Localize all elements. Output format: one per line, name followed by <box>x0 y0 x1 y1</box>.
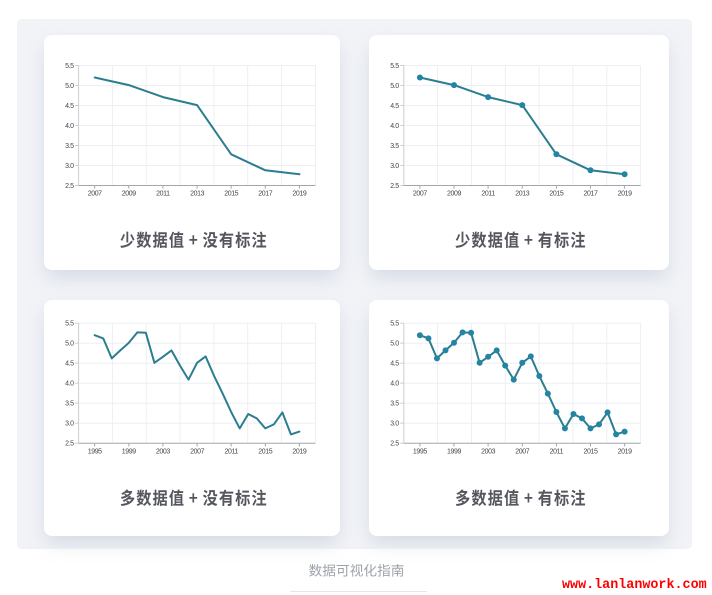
svg-text:1999: 1999 <box>122 448 136 455</box>
svg-text:5.0: 5.0 <box>390 83 399 90</box>
svg-text:2011: 2011 <box>481 191 495 198</box>
svg-text:4.0: 4.0 <box>65 123 74 130</box>
svg-text:1995: 1995 <box>413 448 427 455</box>
svg-text:4.5: 4.5 <box>390 361 399 368</box>
svg-text:2009: 2009 <box>447 191 461 198</box>
svg-text:2007: 2007 <box>88 191 102 198</box>
svg-text:2017: 2017 <box>258 191 272 198</box>
svg-text:4.0: 4.0 <box>65 381 74 388</box>
svg-text:3.5: 3.5 <box>65 143 74 150</box>
svg-text:2003: 2003 <box>156 448 170 455</box>
svg-text:2015: 2015 <box>584 448 598 455</box>
svg-text:2.5: 2.5 <box>65 183 74 190</box>
svg-text:3.5: 3.5 <box>390 143 399 150</box>
svg-text:2011: 2011 <box>224 448 238 455</box>
svg-text:3.5: 3.5 <box>390 401 399 408</box>
svg-text:2019: 2019 <box>292 191 306 198</box>
svg-text:3.5: 3.5 <box>65 401 74 408</box>
svg-text:4.5: 4.5 <box>390 103 399 110</box>
svg-text:2011: 2011 <box>156 191 170 198</box>
svg-text:2.5: 2.5 <box>390 441 399 448</box>
svg-text:3.0: 3.0 <box>65 163 74 170</box>
svg-text:2013: 2013 <box>190 191 204 198</box>
svg-text:3.0: 3.0 <box>65 421 74 428</box>
svg-text:2011: 2011 <box>550 448 564 455</box>
svg-text:2019: 2019 <box>618 448 632 455</box>
svg-text:5.0: 5.0 <box>390 341 399 348</box>
svg-text:3.0: 3.0 <box>390 163 399 170</box>
svg-text:2009: 2009 <box>122 191 136 198</box>
svg-text:2.5: 2.5 <box>390 183 399 190</box>
svg-text:2007: 2007 <box>413 191 427 198</box>
svg-text:2015: 2015 <box>549 191 563 198</box>
svg-text:2007: 2007 <box>190 448 204 455</box>
svg-text:5.5: 5.5 <box>65 63 74 70</box>
svg-text:4.5: 4.5 <box>65 103 74 110</box>
svg-text:5.5: 5.5 <box>390 321 399 328</box>
svg-text:4.5: 4.5 <box>65 361 74 368</box>
svg-text:2019: 2019 <box>292 448 306 455</box>
svg-text:1999: 1999 <box>447 448 461 455</box>
svg-text:3.0: 3.0 <box>390 421 399 428</box>
svg-text:5.5: 5.5 <box>390 63 399 70</box>
svg-text:4.0: 4.0 <box>390 123 399 130</box>
svg-text:2017: 2017 <box>584 191 598 198</box>
svg-text:2.5: 2.5 <box>65 441 74 448</box>
svg-text:2003: 2003 <box>481 448 495 455</box>
svg-text:1995: 1995 <box>88 448 102 455</box>
svg-text:5.5: 5.5 <box>65 321 74 328</box>
svg-text:2007: 2007 <box>515 448 529 455</box>
svg-text:2013: 2013 <box>515 191 529 198</box>
svg-text:5.0: 5.0 <box>65 341 74 348</box>
svg-text:2015: 2015 <box>224 191 238 198</box>
svg-text:5.0: 5.0 <box>65 83 74 90</box>
svg-text:2019: 2019 <box>618 191 632 198</box>
svg-text:4.0: 4.0 <box>390 381 399 388</box>
svg-text:2015: 2015 <box>258 448 272 455</box>
